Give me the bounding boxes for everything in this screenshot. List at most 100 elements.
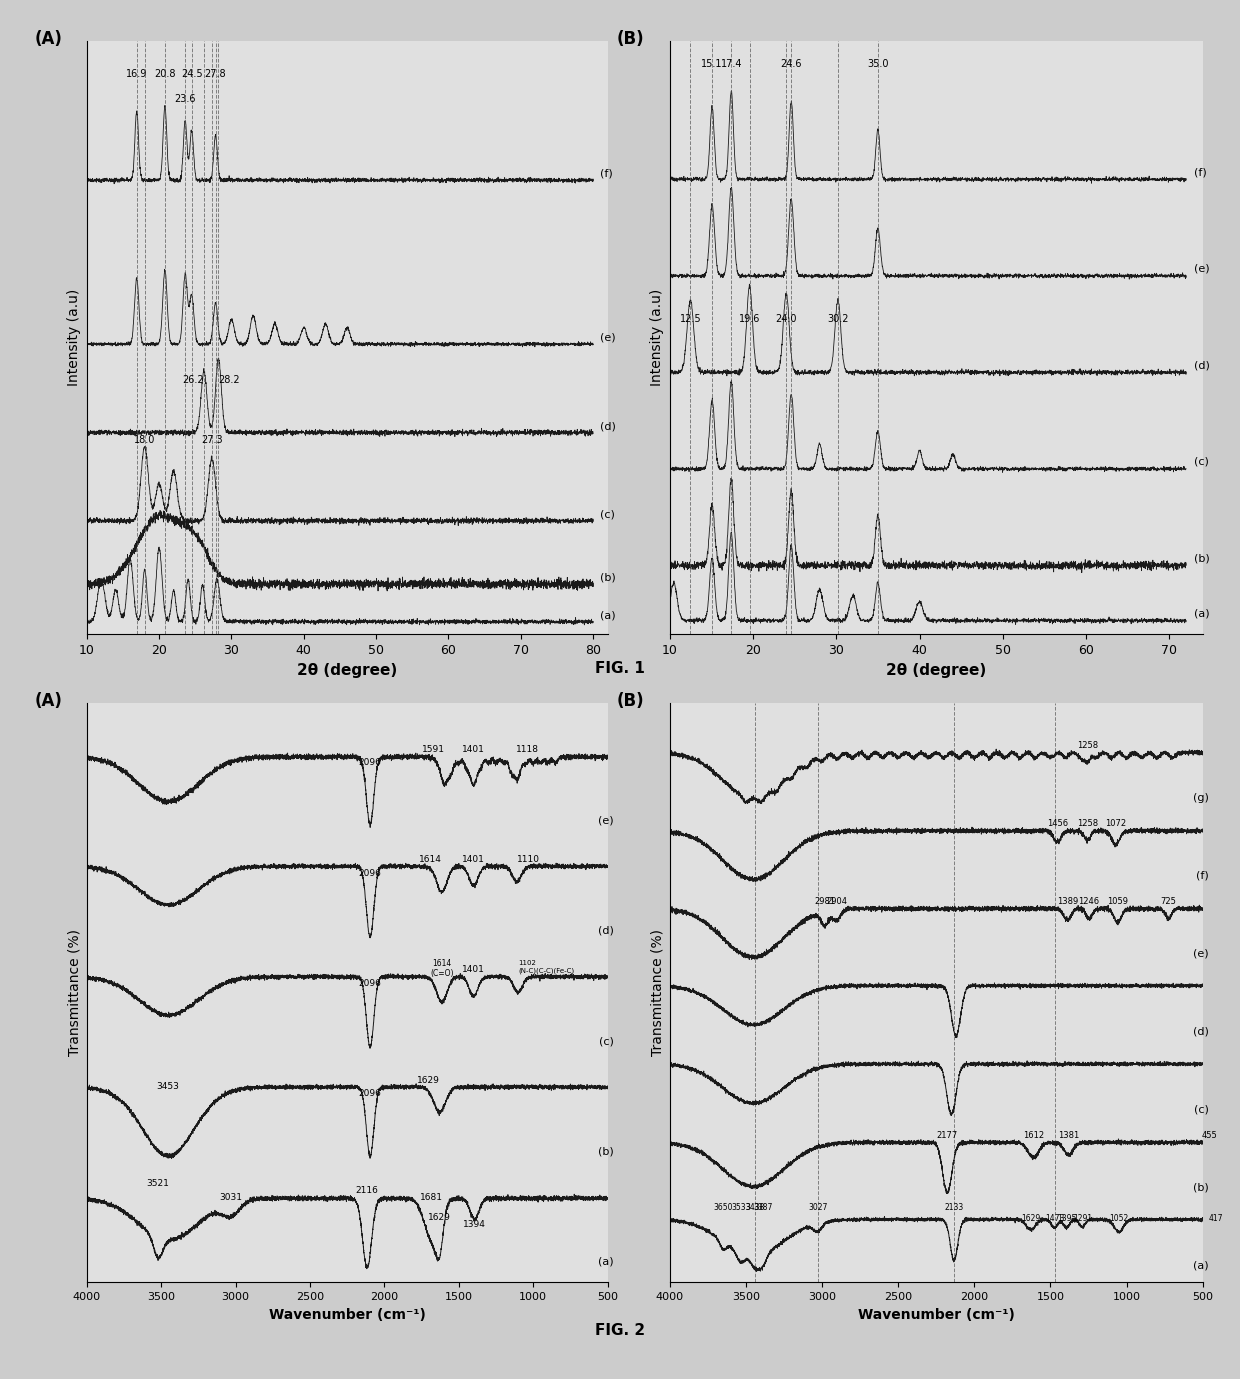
- Text: 26.2: 26.2: [182, 375, 203, 385]
- Text: 1591: 1591: [423, 745, 445, 753]
- Text: 3438: 3438: [745, 1202, 765, 1212]
- Y-axis label: Transmittance (%): Transmittance (%): [650, 929, 665, 1056]
- Text: 1102
(N-C)(C-C)(Fe-C): 1102 (N-C)(C-C)(Fe-C): [518, 960, 574, 974]
- Text: 417: 417: [1208, 1215, 1223, 1223]
- X-axis label: 2θ (degree): 2θ (degree): [298, 663, 397, 677]
- Text: 24.0: 24.0: [775, 314, 797, 324]
- Text: (d): (d): [598, 925, 614, 936]
- Text: (B): (B): [616, 29, 644, 47]
- Text: 1394: 1394: [463, 1220, 486, 1229]
- Y-axis label: Transmittance (%): Transmittance (%): [67, 929, 82, 1056]
- Text: (b): (b): [1193, 1183, 1209, 1193]
- Text: 1059: 1059: [1107, 896, 1128, 906]
- Text: 1072: 1072: [1105, 819, 1126, 827]
- Text: 1291: 1291: [1073, 1215, 1092, 1223]
- Text: 1389: 1389: [1056, 896, 1078, 906]
- Text: (a): (a): [1194, 608, 1210, 619]
- Text: 1612: 1612: [1023, 1131, 1044, 1139]
- Text: (c): (c): [1194, 456, 1209, 467]
- X-axis label: 2θ (degree): 2θ (degree): [887, 663, 986, 677]
- Text: 3387: 3387: [753, 1202, 773, 1212]
- Text: (B): (B): [616, 692, 644, 710]
- Text: 27.8: 27.8: [205, 69, 227, 79]
- Text: 1118: 1118: [516, 745, 538, 753]
- Text: (e): (e): [600, 332, 616, 343]
- Text: (c): (c): [1194, 1105, 1209, 1114]
- Text: 3521: 3521: [146, 1179, 170, 1187]
- Text: 24.6: 24.6: [780, 59, 802, 69]
- Text: (d): (d): [1194, 360, 1210, 371]
- Text: (c): (c): [599, 1036, 614, 1047]
- Text: (c): (c): [600, 509, 615, 520]
- Text: (A): (A): [35, 692, 62, 710]
- Text: 3027: 3027: [808, 1202, 827, 1212]
- Text: (f): (f): [1194, 167, 1208, 178]
- Text: (a): (a): [1193, 1260, 1209, 1271]
- Text: (e): (e): [598, 815, 614, 826]
- Text: 455: 455: [1202, 1131, 1218, 1139]
- Text: 3453: 3453: [156, 1083, 180, 1091]
- Text: 1473: 1473: [1045, 1215, 1064, 1223]
- Text: 1681: 1681: [420, 1193, 444, 1201]
- Text: 2096: 2096: [358, 758, 382, 767]
- Y-axis label: Intensity (a.u): Intensity (a.u): [650, 290, 665, 386]
- Text: 2904: 2904: [826, 896, 847, 906]
- Text: 2133: 2133: [945, 1202, 963, 1212]
- Text: 28.2: 28.2: [218, 375, 241, 385]
- Text: (b): (b): [1194, 553, 1210, 564]
- Text: FIG. 2: FIG. 2: [595, 1324, 645, 1338]
- Text: 24.5: 24.5: [181, 69, 202, 79]
- X-axis label: Wavenumber (cm⁻¹): Wavenumber (cm⁻¹): [858, 1307, 1014, 1321]
- Text: (d): (d): [1193, 1027, 1209, 1037]
- Text: 17.4: 17.4: [720, 59, 742, 69]
- Text: 2116: 2116: [356, 1186, 378, 1194]
- Text: (f): (f): [1197, 872, 1209, 881]
- Text: 2096: 2096: [358, 1089, 382, 1098]
- Text: 1401: 1401: [463, 965, 485, 974]
- Text: 18.0: 18.0: [134, 436, 155, 445]
- Text: 2177: 2177: [936, 1131, 959, 1139]
- Text: 1614: 1614: [419, 855, 441, 863]
- Text: 20.8: 20.8: [154, 69, 176, 79]
- Text: 1395: 1395: [1056, 1215, 1076, 1223]
- Text: 1258: 1258: [1076, 741, 1097, 750]
- Text: 3533: 3533: [732, 1202, 750, 1212]
- Text: (f): (f): [600, 168, 613, 179]
- Text: 15.1: 15.1: [702, 59, 723, 69]
- Text: (d): (d): [600, 421, 616, 432]
- Text: 12.5: 12.5: [680, 314, 702, 324]
- Text: 23.6: 23.6: [175, 94, 196, 105]
- Text: 3031: 3031: [219, 1193, 243, 1201]
- Text: 27.3: 27.3: [201, 436, 223, 445]
- Text: 2981: 2981: [815, 896, 836, 906]
- Text: 19.6: 19.6: [739, 314, 760, 324]
- Text: 2096: 2096: [358, 869, 382, 877]
- Text: 3650: 3650: [713, 1202, 733, 1212]
- Text: 1629: 1629: [1022, 1215, 1040, 1223]
- X-axis label: Wavenumber (cm⁻¹): Wavenumber (cm⁻¹): [269, 1307, 425, 1321]
- Text: 1381: 1381: [1058, 1131, 1079, 1139]
- Text: 35.0: 35.0: [867, 59, 889, 69]
- Text: 725: 725: [1161, 896, 1177, 906]
- Text: 1052: 1052: [1109, 1215, 1128, 1223]
- Text: (g): (g): [1193, 793, 1209, 803]
- Text: 1629: 1629: [428, 1214, 451, 1222]
- Y-axis label: Intensity (a.u): Intensity (a.u): [67, 290, 82, 386]
- Text: 1614
(C=O): 1614 (C=O): [430, 958, 454, 978]
- Text: FIG. 1: FIG. 1: [595, 662, 645, 676]
- Text: (b): (b): [600, 572, 616, 582]
- Text: 1401: 1401: [463, 745, 485, 753]
- Text: 1401: 1401: [463, 855, 485, 863]
- Text: 1258: 1258: [1076, 819, 1097, 827]
- Text: (a): (a): [600, 611, 616, 621]
- Text: (a): (a): [598, 1256, 614, 1267]
- Text: 16.9: 16.9: [126, 69, 148, 79]
- Text: 1246: 1246: [1079, 896, 1100, 906]
- Text: 2096: 2096: [358, 979, 382, 987]
- Text: (b): (b): [598, 1146, 614, 1157]
- Text: (e): (e): [1193, 949, 1209, 958]
- Text: 1110: 1110: [517, 855, 539, 863]
- Text: 1629: 1629: [417, 1076, 440, 1084]
- Text: (A): (A): [35, 29, 62, 47]
- Text: 30.2: 30.2: [827, 314, 848, 324]
